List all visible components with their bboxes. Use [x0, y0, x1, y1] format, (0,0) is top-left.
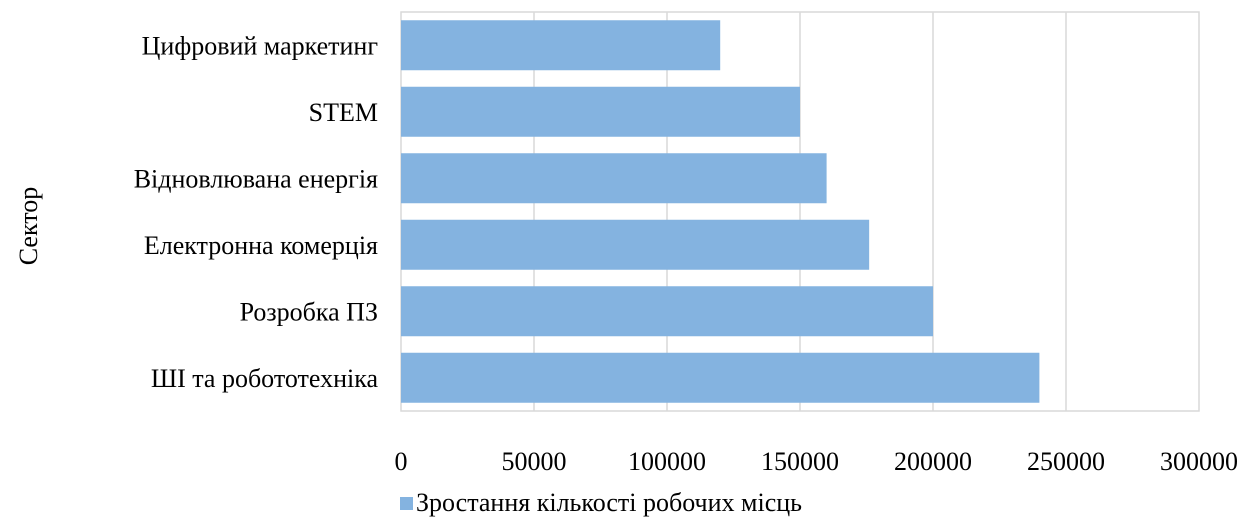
x-tick-label: 300000: [1160, 447, 1238, 476]
category-label: Розробка ПЗ: [240, 297, 378, 326]
category-label: ШІ та робототехніка: [151, 364, 379, 393]
category-label: STEM: [309, 98, 378, 127]
category-label: Відновлювана енергія: [134, 164, 378, 193]
category-label: Електронна комерція: [144, 231, 378, 260]
x-tick-label: 0: [395, 447, 408, 476]
x-tick-label: 50000: [502, 447, 567, 476]
bars: [401, 20, 1040, 403]
category-label: Цифровий маркетинг: [142, 31, 378, 60]
category-labels: Цифровий маркетинг STEM Відновлювана енерг…: [134, 31, 379, 393]
x-tick-label: 100000: [628, 447, 706, 476]
bar: [401, 20, 721, 71]
x-tick-labels: 0 50000 100000 150000 200000 250000 300000: [395, 447, 1239, 476]
bar: [401, 153, 827, 204]
x-tick-label: 150000: [761, 447, 839, 476]
bar: [401, 219, 870, 270]
legend-label: Зростання кількості робочих місць: [416, 488, 802, 517]
legend: Зростання кількості робочих місць: [400, 488, 802, 517]
bar: [401, 286, 933, 337]
gridlines: [400, 11, 1200, 412]
bar: [401, 352, 1040, 403]
y-axis-title: Сектор: [14, 187, 43, 266]
x-tick-label: 250000: [1027, 447, 1105, 476]
plot-area-border: [400, 11, 1200, 412]
x-tick-label: 200000: [894, 447, 972, 476]
bar: [401, 86, 800, 137]
legend-swatch: [400, 497, 413, 510]
